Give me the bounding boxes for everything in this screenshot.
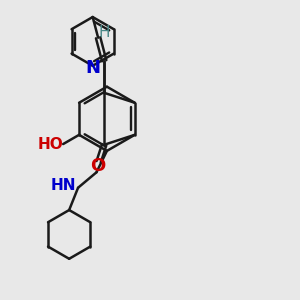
Text: H: H bbox=[99, 25, 110, 40]
Text: HN: HN bbox=[50, 178, 76, 193]
Text: O: O bbox=[90, 157, 105, 175]
Text: N: N bbox=[85, 59, 100, 77]
Text: HO: HO bbox=[38, 136, 64, 152]
